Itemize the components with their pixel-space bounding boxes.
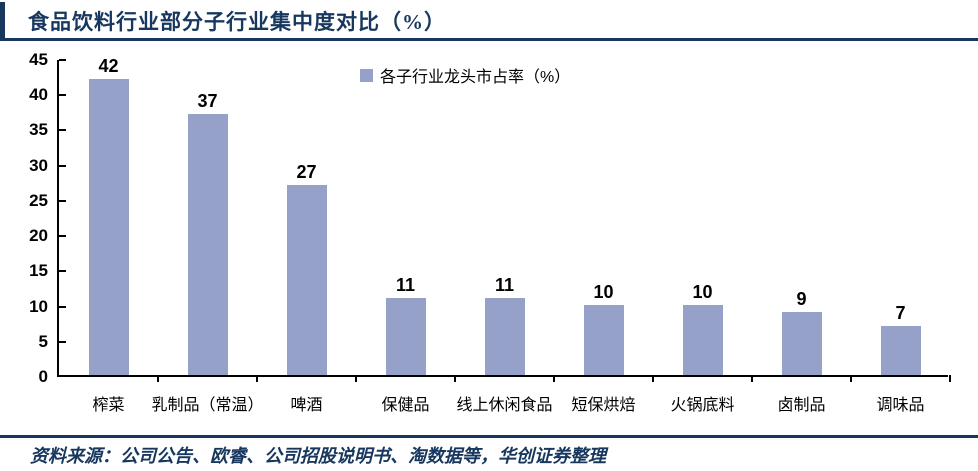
x-axis-tick (355, 375, 357, 382)
y-axis-label: 45 (29, 50, 48, 69)
y-axis-tick (59, 94, 66, 97)
y-axis-label: 35 (29, 120, 48, 140)
bar-value-label: 42 (98, 56, 119, 77)
y-axis-tick (59, 59, 66, 61)
y-axis-label: 30 (29, 155, 48, 175)
y-axis-label: 25 (29, 190, 48, 210)
bar (880, 325, 921, 375)
x-axis-category-label: 啤酒 (290, 397, 323, 414)
x-axis-tick (157, 375, 159, 382)
x-axis-category-label: 调味品 (876, 397, 925, 414)
bar (583, 304, 624, 375)
bar (88, 79, 129, 375)
y-axis-label: 0 (38, 367, 48, 386)
bar-value-label: 10 (593, 281, 614, 302)
x-axis-category-label: 卤制品 (777, 397, 826, 414)
x-axis-category-label: 短保烘焙 (571, 397, 636, 414)
plot-area: 各子行业龙头市占率（%） 0 5 10 15 20 25 30 35 40 45 42 榨菜 37 乳制品… (29, 51, 951, 414)
bar (781, 311, 822, 375)
y-axis-label: 10 (29, 296, 48, 316)
bar-value-label: 27 (296, 161, 317, 182)
source-note: 资料来源：公司公告、欧睿、公司招股说明书、淘数据等，华创证券整理 (30, 446, 606, 466)
y-axis-tick (59, 199, 66, 202)
x-axis-category-label: 乳制品（常温） (151, 397, 264, 414)
y-axis-label: 5 (38, 331, 48, 351)
x-axis-category-label: 保健品 (381, 397, 430, 414)
x-axis-tick (454, 375, 456, 382)
x-axis-tick (949, 375, 951, 382)
page-title: 食品饮料行业部分子行业集中度对比（%） (28, 10, 446, 34)
x-axis-category-label: 榨菜 (92, 397, 125, 414)
y-axis-tick (59, 340, 66, 343)
y-axis-tick (59, 129, 66, 132)
legend-label: 各子行业龙头市占率（%） (380, 69, 571, 86)
footer-divider (0, 435, 978, 438)
bar (682, 304, 723, 375)
y-axis-tick (59, 305, 66, 308)
bar-value-label: 37 (197, 91, 218, 112)
chart-footer: 资料来源：公司公告、欧睿、公司招股说明书、淘数据等，华创证券整理 (0, 435, 978, 471)
chart-header: 食品饮料行业部分子行业集中度对比（%） (0, 0, 978, 41)
y-axis-tick (59, 164, 66, 167)
legend-swatch-icon (360, 68, 373, 82)
y-axis-label: 40 (29, 85, 48, 105)
x-axis-category-label: 线上休闲食品 (456, 397, 553, 414)
x-axis-tick (256, 375, 258, 382)
bar-value-label: 9 (796, 288, 807, 309)
x-axis-tick (553, 375, 555, 382)
y-axis-label: 20 (29, 226, 48, 246)
y-axis-label: 15 (29, 261, 48, 281)
x-axis-category-label: 火锅底料 (670, 397, 735, 414)
bar-value-label: 11 (395, 274, 416, 295)
x-axis-tick (652, 375, 654, 382)
bar (484, 297, 525, 375)
bar-value-label: 7 (895, 302, 906, 323)
x-axis-tick (751, 375, 753, 382)
bar-value-label: 10 (692, 281, 713, 302)
bar (385, 297, 426, 375)
y-axis-tick (59, 270, 66, 273)
bar (286, 184, 327, 375)
bar-value-label: 11 (494, 274, 515, 295)
y-axis-tick (59, 235, 66, 238)
chart-legend: 各子行业龙头市占率（%） (360, 63, 570, 87)
bar (187, 114, 228, 375)
x-axis-tick (850, 375, 852, 382)
bar-chart: 各子行业龙头市占率（%） 0 5 10 15 20 25 30 35 40 45 42 榨菜 37 乳制品… (0, 41, 978, 421)
header-accent-bar (0, 2, 5, 39)
header-divider (0, 38, 978, 41)
